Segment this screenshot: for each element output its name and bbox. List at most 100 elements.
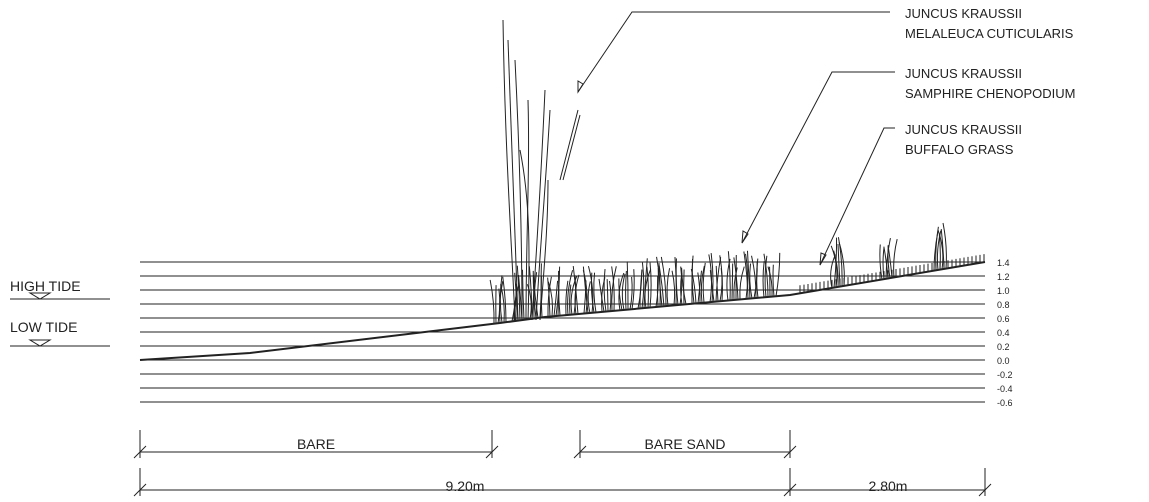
reed [611,266,617,312]
reed [558,285,561,316]
reed [715,265,719,302]
reed [893,239,898,278]
reed [936,230,942,271]
dimension-lines [133,430,992,497]
ground-profile [139,261,986,361]
reed [567,270,574,315]
reed [489,279,495,324]
reed [767,266,773,297]
annotation: JUNCUS KRAUSSII [905,6,1022,21]
reed [598,278,605,312]
reed [719,255,723,302]
reed [587,281,591,314]
reed [626,261,629,310]
level-label: 1.0 [997,286,1010,296]
reed [499,275,503,323]
reed [518,274,523,321]
reed [649,262,652,308]
tree [502,19,581,321]
reed [885,238,891,279]
reed [709,270,715,302]
reed [749,263,753,299]
reed [702,262,706,303]
annotation: SAMPHIRE CHENOPODIUM [905,86,1075,101]
level-label: 0.8 [997,300,1010,310]
reed [569,284,572,315]
reed [516,265,521,321]
tide-markers [10,292,110,347]
leader-lines [577,11,895,266]
reed [532,274,539,319]
reed [658,265,665,307]
reed [679,266,683,305]
reed [526,284,532,320]
reed [762,261,765,298]
reed [547,281,553,317]
reed [631,269,635,310]
annotation: JUNCUS KRAUSSII [905,122,1022,137]
reed [574,274,580,315]
reed [772,264,775,297]
reed [587,266,594,313]
level-label: -0.4 [997,384,1013,394]
reed [644,268,652,309]
dimension-label: 2.80m [869,478,908,494]
reed [565,280,569,316]
annotation: MELALEUCA CUTICULARIS [905,26,1074,41]
zone-label: BARE [297,436,335,452]
reed [593,272,597,313]
reed [528,266,533,319]
level-label: 1.4 [997,258,1010,268]
reed [710,253,714,303]
level-label: 0.4 [997,328,1010,338]
vegetation [489,222,985,324]
reed [739,266,745,300]
reed [763,253,769,297]
level-label: 1.2 [997,272,1010,282]
reed [547,277,551,317]
tide-label: LOW TIDE [10,319,77,335]
reed [646,266,649,308]
reed [833,250,839,287]
level-label: 0.2 [997,342,1010,352]
reed [639,270,643,309]
reed [775,252,781,297]
reed [746,250,751,299]
level-label: 0.0 [997,356,1010,366]
reed [830,254,836,289]
reed [700,265,705,303]
reed [715,257,722,302]
tide-label: HIGH TIDE [10,278,81,294]
reed [547,276,552,317]
reed [514,272,519,321]
reed [697,272,701,304]
level-label: -0.6 [997,398,1013,408]
reed [553,280,559,317]
reed [522,269,525,320]
reed [621,273,626,311]
reed [743,251,749,299]
dimension-label: 9.20m [446,478,485,494]
zone-label: BARE SAND [645,436,726,452]
reed [666,268,671,307]
reed [609,280,612,312]
reed [731,263,734,301]
reed [629,276,633,310]
reed [532,270,537,319]
reed [641,262,645,309]
reed [500,284,505,323]
reed [671,270,676,306]
reed [618,278,623,311]
annotation: BUFFALO GRASS [905,142,1014,157]
level-label: -0.2 [997,370,1013,380]
reed [942,222,947,269]
reed [733,257,739,300]
reed [611,266,615,311]
reed [606,279,609,312]
annotation: JUNCUS KRAUSSII [905,66,1022,81]
reed [660,256,667,307]
level-label: 0.6 [997,314,1010,324]
reed [681,267,687,305]
reed [751,255,757,299]
